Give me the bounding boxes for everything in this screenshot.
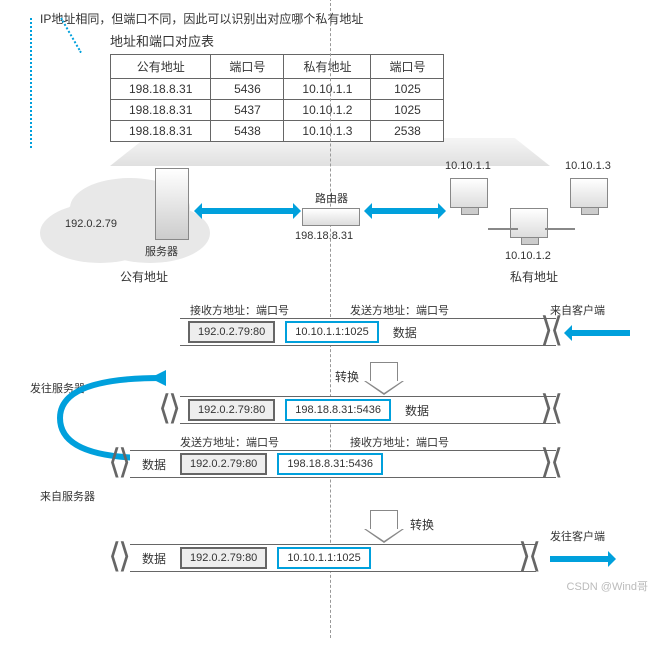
convert-label: 转换 <box>410 516 434 533</box>
packet-box: 192.0.2.79:80 10.10.1.1:1025 数据 <box>180 318 556 346</box>
data-cell: 数据 <box>401 402 433 419</box>
arrow-left-icon <box>570 330 630 336</box>
packet-box: 数据 192.0.2.79:80 198.18.8.31:5436 <box>130 450 556 478</box>
curly-icon: ⟨ <box>528 536 541 576</box>
host-ip: 10.10.1.3 <box>565 160 611 172</box>
curly-icon: ⟨ <box>550 442 563 482</box>
arrow-right-icon <box>550 556 610 562</box>
server-ip: 192.0.2.79 <box>65 218 117 230</box>
th-public-addr: 公有地址 <box>111 55 211 79</box>
down-arrow-icon <box>370 362 398 384</box>
packet-flow: 接收方地址：端口号 发送方地址：端口号 来自客户端 192.0.2.79:80 … <box>50 318 628 578</box>
server-icon <box>155 168 189 240</box>
label-send: 发送方地址：端口号 <box>180 434 279 450</box>
label-from-server: 来自服务器 <box>40 488 628 504</box>
curly-icon: ⟨ <box>108 536 121 576</box>
monitor-icon <box>570 178 608 208</box>
dest-cell: 192.0.2.79:80 <box>188 321 275 343</box>
data-cell: 数据 <box>389 324 421 341</box>
label-recv: 接收方地址：端口号 <box>190 302 289 318</box>
src-cell: 10.10.1.1:1025 <box>285 321 378 343</box>
packet-row: 发送方地址：端口号 接收方地址：端口号 ⟩ ⟨ 数据 192.0.2.79:80… <box>50 450 628 484</box>
th-private-port: 端口号 <box>371 55 444 79</box>
host-ip: 10.10.1.1 <box>445 160 491 172</box>
src-cell: 10.10.1.1:1025 <box>277 547 370 569</box>
label-to-client: 发往客户端 <box>550 528 605 544</box>
down-arrow-icon <box>370 510 398 532</box>
network-link <box>545 228 575 230</box>
packet-box: 192.0.2.79:80 198.18.8.31:5436 数据 <box>180 396 556 424</box>
public-label: 公有地址 <box>120 268 168 285</box>
monitor-icon <box>510 208 548 238</box>
table-row: 198.18.8.31 5436 10.10.1.1 1025 <box>111 79 444 100</box>
table-row: 198.18.8.31 5437 10.10.1.2 1025 <box>111 100 444 121</box>
private-label: 私有地址 <box>510 268 558 285</box>
data-cell: 数据 <box>138 456 170 473</box>
double-arrow-icon <box>370 208 440 214</box>
dest-cell: 192.0.2.79:80 <box>180 453 267 475</box>
packet-row: 接收方地址：端口号 发送方地址：端口号 来自客户端 192.0.2.79:80 … <box>50 318 628 352</box>
note-leader-line <box>30 18 32 148</box>
packet-box: 数据 192.0.2.79:80 10.10.1.1:1025 <box>130 544 536 572</box>
th-private-addr: 私有地址 <box>284 55 371 79</box>
th-public-port: 端口号 <box>211 55 284 79</box>
dest-cell: 192.0.2.79:80 <box>188 399 275 421</box>
curly-icon: ⟨ <box>550 388 563 428</box>
convert-label: 转换 <box>335 368 359 385</box>
top-note: IP地址相同，但端口不同，因此可以识别出对应哪个私有地址 <box>40 10 628 27</box>
dest-cell: 192.0.2.79:80 <box>180 547 267 569</box>
src-cell: 198.18.8.31:5436 <box>277 453 383 475</box>
label-recv: 接收方地址：端口号 <box>350 434 449 450</box>
src-cell: 198.18.8.31:5436 <box>285 399 391 421</box>
data-cell: 数据 <box>138 550 170 567</box>
router-ip: 198.18.8.31 <box>295 230 353 242</box>
label-send: 发送方地址：端口号 <box>350 302 449 318</box>
table-row: 198.18.8.31 5438 10.10.1.3 2538 <box>111 121 444 142</box>
monitor-icon <box>450 178 488 208</box>
topology-diagram: 192.0.2.79 服务器 公有地址 路由器 198.18.8.31 10.1… <box>50 148 628 308</box>
watermark: CSDN @Wind哥 <box>567 578 648 594</box>
table-title: 地址和端口对应表 <box>110 31 628 50</box>
router-icon <box>302 208 360 226</box>
network-link <box>488 228 518 230</box>
server-label: 服务器 <box>145 243 178 259</box>
double-arrow-icon <box>200 208 295 214</box>
packet-row: ⟩ ⟨ 数据 192.0.2.79:80 10.10.1.1:1025 ⟩ ⟨ … <box>50 544 628 578</box>
nat-mapping-table: 公有地址 端口号 私有地址 端口号 198.18.8.31 5436 10.10… <box>110 54 444 142</box>
router-label: 路由器 <box>315 190 348 206</box>
curly-icon: ⟨ <box>108 442 121 482</box>
host-ip: 10.10.1.2 <box>505 250 551 262</box>
